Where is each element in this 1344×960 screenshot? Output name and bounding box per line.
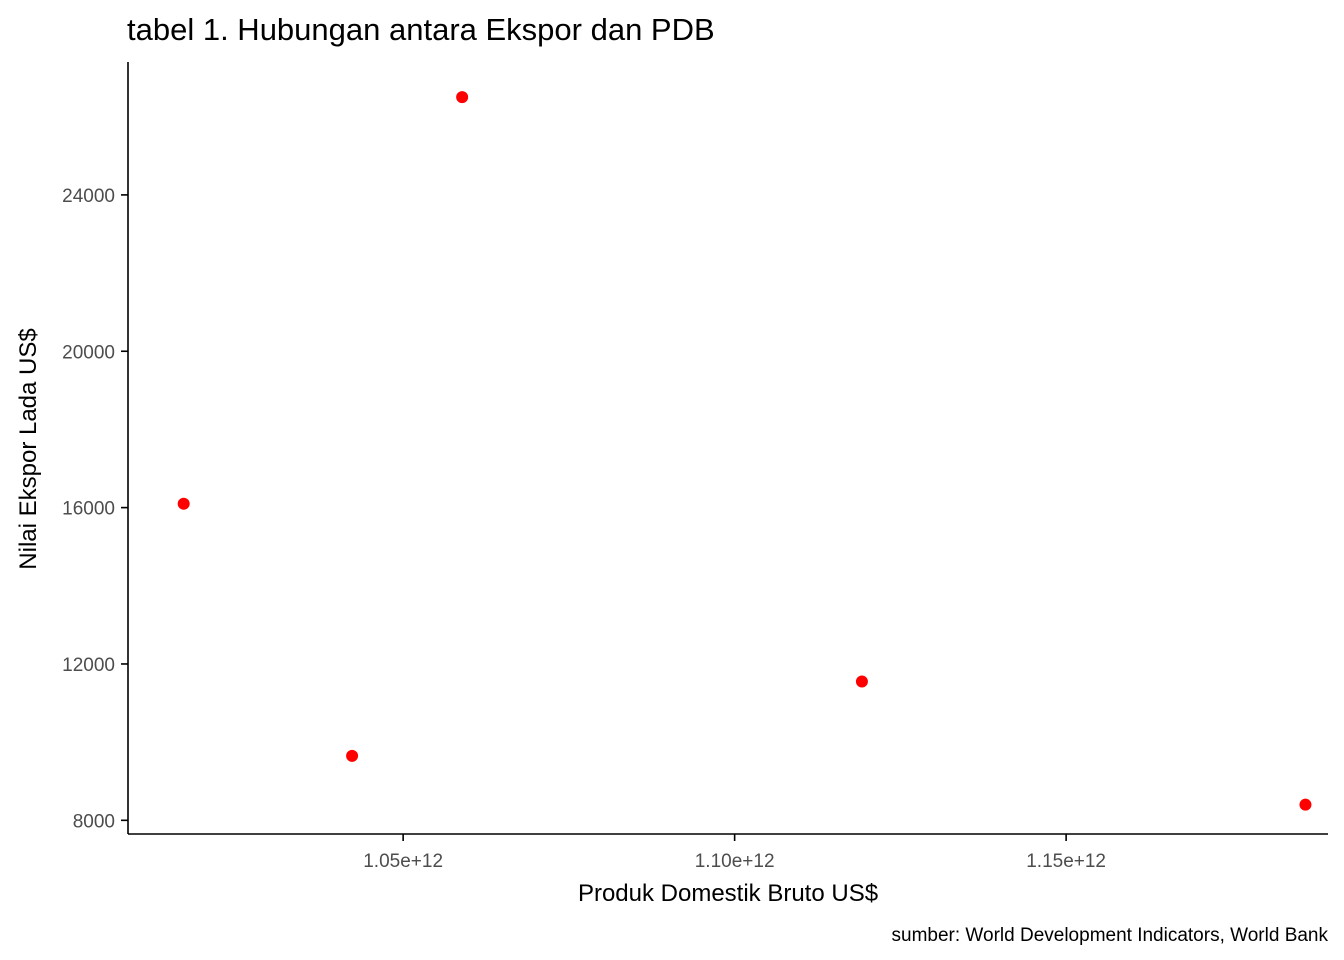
y-tick-label: 24000 xyxy=(62,186,115,207)
y-tick-label: 20000 xyxy=(62,342,115,363)
x-tick-label: 1.05e+12 xyxy=(363,851,443,872)
data-point xyxy=(346,749,359,762)
y-tick-label: 12000 xyxy=(62,655,115,676)
chart-title: tabel 1. Hubungan antara Ekspor dan PDB xyxy=(127,12,715,47)
x-tick-label: 1.10e+12 xyxy=(695,851,775,872)
y-axis-ticks: 8000 12000 16000 20000 24000 xyxy=(62,186,128,832)
data-point xyxy=(1299,798,1312,811)
x-axis-ticks: 1.05e+12 1.10e+12 1.15e+12 xyxy=(363,834,1106,872)
x-tick-label: 1.15e+12 xyxy=(1026,851,1106,872)
data-points xyxy=(177,91,1312,811)
source-caption: sumber: World Development Indicators, Wo… xyxy=(892,925,1329,946)
data-point xyxy=(177,497,190,510)
plot-area xyxy=(127,62,1328,835)
y-axis-title: Nilai Ekspor Lada US$ xyxy=(15,328,42,569)
y-tick-label: 8000 xyxy=(73,811,115,832)
x-axis-title: Produk Domestik Bruto US$ xyxy=(578,880,878,907)
data-point xyxy=(456,91,469,104)
data-point xyxy=(855,675,868,688)
y-tick-label: 16000 xyxy=(62,499,115,520)
